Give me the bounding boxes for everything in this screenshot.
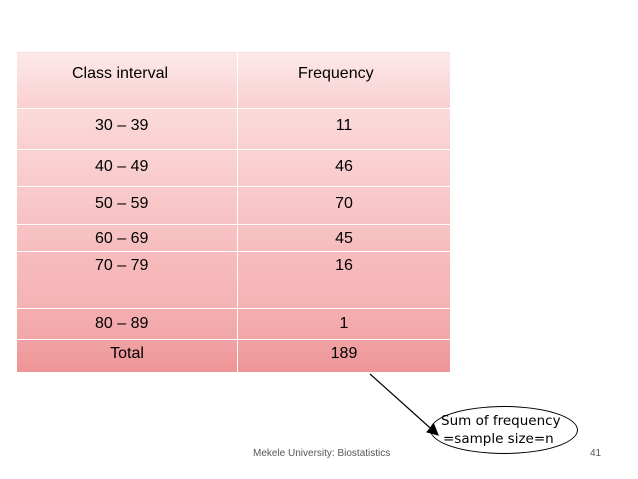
frequency-cell: 11: [237, 108, 451, 150]
callout-line-2: =sample size=n: [443, 431, 554, 447]
table-row: 80 – 89 1: [16, 308, 451, 340]
table-row: 70 – 79 16: [16, 251, 451, 309]
frequency-cell: 45: [237, 224, 451, 252]
interval-cell: 80 – 89: [16, 308, 238, 340]
frequency-cell: 1: [237, 308, 451, 340]
interval-cell: 40 – 49: [16, 149, 238, 187]
slide-footer: Mekele University: Biostatistics: [253, 448, 391, 459]
frequency-cell: 46: [237, 149, 451, 187]
total-value-cell: 189: [237, 339, 451, 373]
table-total-row: Total 189: [16, 339, 451, 373]
interval-cell: 50 – 59: [16, 186, 238, 225]
frequency-table: Class interval Frequency 30 – 39 11 40 –…: [16, 51, 451, 373]
table-row: 30 – 39 11: [16, 108, 451, 150]
table-row: 50 – 59 70: [16, 186, 451, 225]
table-row: 60 – 69 45: [16, 224, 451, 252]
total-label-cell: Total: [16, 339, 238, 373]
header-class-interval: Class interval: [16, 51, 238, 109]
table-row: 40 – 49 46: [16, 149, 451, 187]
table-header-row: Class interval Frequency: [16, 51, 451, 109]
slide-page-number: 41: [590, 448, 602, 459]
frequency-cell: 70: [237, 186, 451, 225]
header-frequency: Frequency: [237, 51, 451, 109]
sum-callout-ellipse: Sum of frequency =sample size=n: [430, 406, 578, 454]
interval-cell: 60 – 69: [16, 224, 238, 252]
frequency-cell: 16: [237, 251, 451, 309]
callout-line-1: Sum of frequency: [441, 413, 561, 429]
interval-cell: 70 – 79: [16, 251, 238, 309]
interval-cell: 30 – 39: [16, 108, 238, 150]
